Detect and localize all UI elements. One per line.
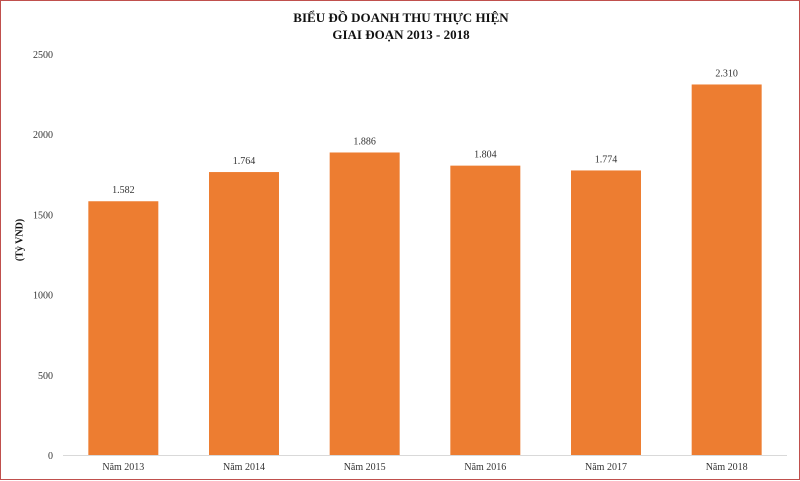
chart-title: BIỂU ĐỒ DOANH THU THỰC HIỆN GIAI ĐOẠN 20… (1, 9, 800, 43)
x-tick-label: Năm 2016 (464, 462, 506, 473)
y-tick-label: 2500 (33, 50, 53, 61)
data-label: 1.582 (112, 185, 135, 196)
chart-title-line-1: BIỂU ĐỒ DOANH THU THỰC HIỆN (293, 10, 509, 25)
y-tick-label: 0 (48, 451, 53, 462)
data-label: 1.804 (474, 150, 497, 161)
data-label: 1.764 (233, 156, 256, 167)
y-tick-label: 2000 (33, 130, 53, 141)
bar (209, 172, 279, 456)
y-tick-label: 1000 (33, 291, 53, 302)
data-label: 2.310 (715, 68, 738, 79)
x-tick-label: Năm 2017 (585, 462, 627, 473)
chart-title-line-2: GIAI ĐOẠN 2013 - 2018 (332, 27, 470, 42)
bar (691, 84, 762, 455)
bar (450, 165, 521, 455)
x-tick-label: Năm 2013 (102, 462, 144, 473)
y-tick-label: 500 (38, 371, 53, 382)
bar (88, 201, 159, 455)
x-tick-label: Năm 2018 (706, 462, 748, 473)
bar (329, 152, 400, 455)
y-tick-label: 1500 (33, 210, 53, 221)
data-label: 1.886 (353, 136, 376, 147)
bar (571, 170, 641, 456)
x-tick-label: Năm 2015 (344, 462, 386, 473)
data-label: 1.774 (595, 154, 618, 165)
x-tick-label: Năm 2014 (223, 462, 265, 473)
